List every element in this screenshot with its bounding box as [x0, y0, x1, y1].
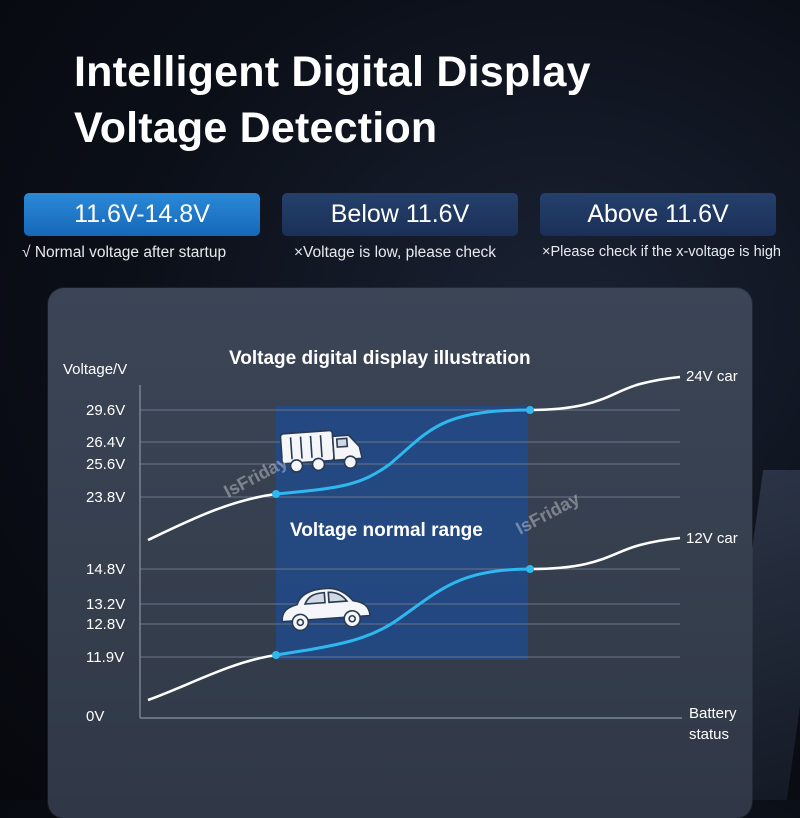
curve-24v-upper	[529, 375, 681, 412]
y-tick-labels: 29.6V 26.4V 25.6V 23.8V 14.8V 13.2V 12.8…	[86, 402, 125, 725]
y-axis-label: Voltage/V	[63, 361, 127, 378]
tick-label: 23.8V	[86, 489, 125, 506]
x-axis-label-line-2: status	[689, 726, 729, 743]
chart-title: Voltage digital display illustration	[229, 348, 531, 369]
range-pill-above: Above 11.6V	[540, 193, 776, 236]
point-12v-high	[526, 565, 534, 573]
range-pill-normal: 11.6V-14.8V	[24, 193, 260, 236]
tick-label: 29.6V	[86, 402, 125, 419]
tick-label: 14.8V	[86, 561, 125, 578]
curve-12v-upper	[529, 536, 681, 571]
tick-label: 12.8V	[86, 616, 125, 633]
range-note-normal: √ Normal voltage after startup	[22, 244, 227, 261]
car-icon	[281, 587, 371, 632]
tick-label: 25.6V	[86, 456, 125, 473]
curve-12v-normal	[275, 567, 531, 657]
range-note-above: ×Please check if the x-voltage is high	[542, 244, 781, 260]
point-12v-low	[272, 651, 280, 659]
tick-label: 26.4V	[86, 434, 125, 451]
title-line-1: Intelligent Digital Display	[74, 48, 591, 96]
voltage-chart: IsFriday IsFriday Voltage digital displa…	[63, 348, 738, 743]
truck-icon	[279, 429, 364, 473]
curve-24v-normal	[275, 408, 531, 496]
x-axis-label-line-1: Battery	[689, 705, 737, 722]
range-pill-below: Below 11.6V	[282, 193, 518, 236]
title-line-2: Voltage Detection	[74, 104, 438, 152]
normal-range-label: Voltage normal range	[290, 520, 483, 541]
grid-lines	[140, 409, 680, 658]
page-title: Intelligent Digital Display Voltage Dete…	[74, 44, 591, 156]
tick-label: 0V	[86, 708, 104, 725]
tick-label: 11.9V	[86, 649, 124, 666]
series-label-12v: 12V car	[686, 530, 738, 547]
curve-12v-lower	[147, 653, 277, 702]
series-label-24v: 24V car	[686, 368, 738, 385]
point-24v-low	[272, 490, 280, 498]
curve-24v-lower	[147, 492, 277, 542]
point-24v-high	[526, 406, 534, 414]
tick-label: 13.2V	[86, 596, 125, 613]
range-note-below: ×Voltage is low, please check	[294, 244, 497, 261]
